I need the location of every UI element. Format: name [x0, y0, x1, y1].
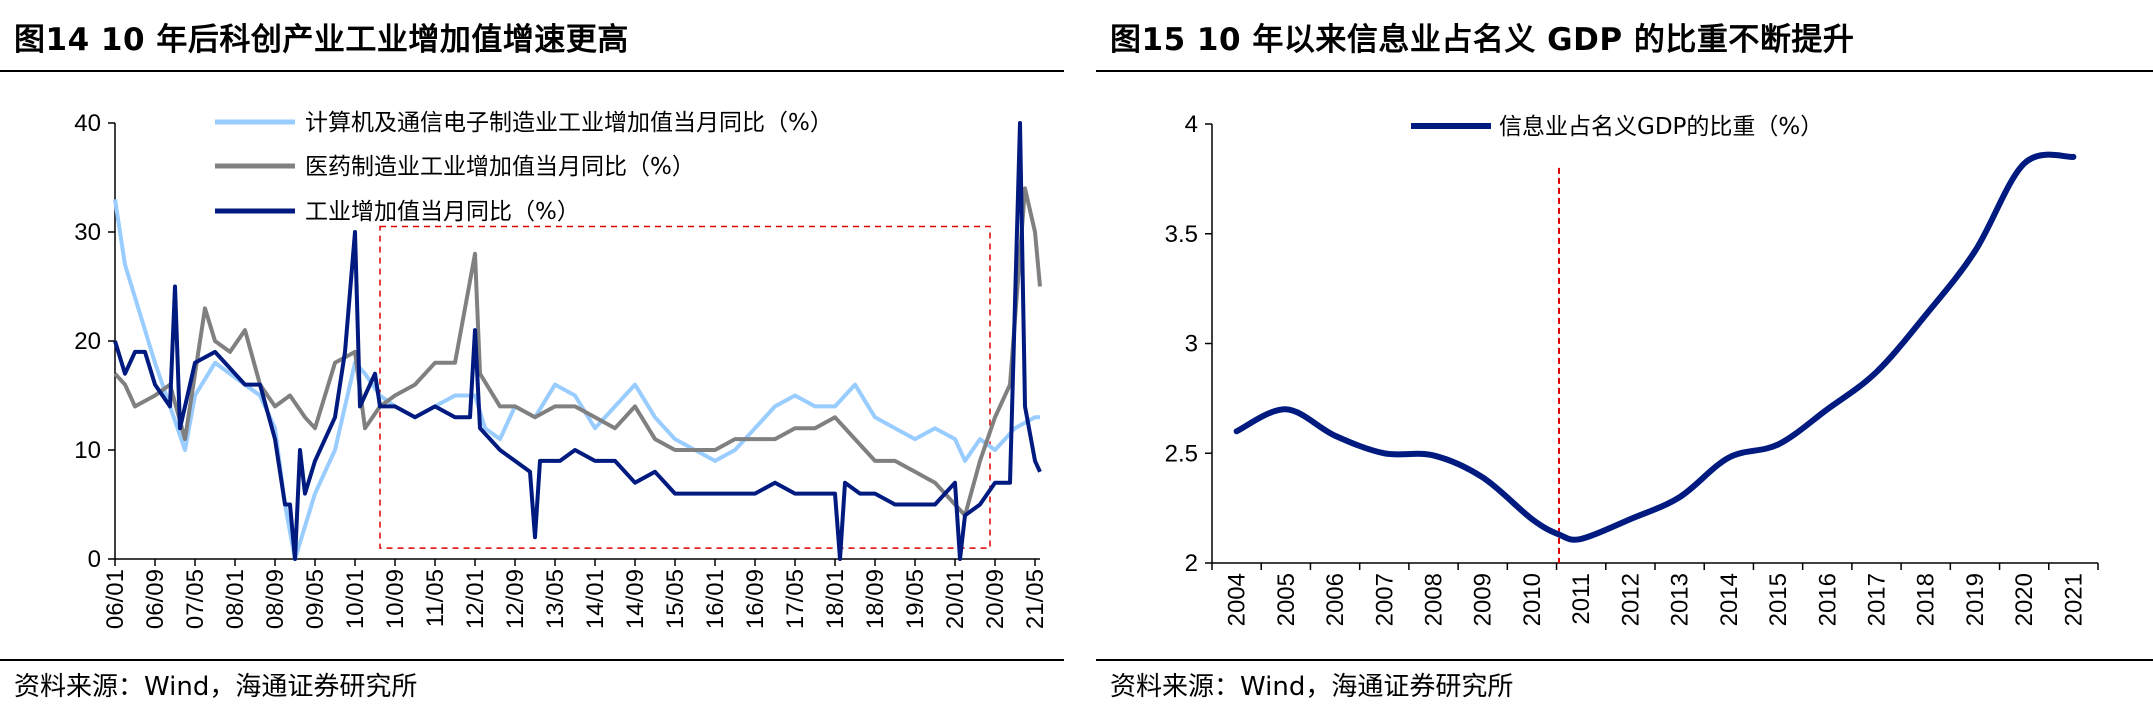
right-x-tick-label: 2016 — [1814, 573, 1841, 626]
left-x-tick-label: 14/01 — [582, 569, 609, 629]
left-x-tick-label: 18/01 — [822, 569, 849, 629]
right-y-tick-label: 4 — [1185, 111, 1198, 138]
left-legend-label: 工业增加值当月同比（%） — [305, 199, 580, 225]
left-source-rule — [0, 659, 1064, 661]
left-x-tick-label: 12/09 — [502, 569, 529, 629]
right-y-tick-label: 3.5 — [1165, 221, 1198, 248]
left-x-tick-label: 06/01 — [102, 569, 129, 629]
right-source-rule — [1096, 659, 2153, 661]
right-x-tick-label: 2013 — [1667, 573, 1694, 626]
left-chart-title: 图14 10 年后科创产业工业增加值增速更高 — [14, 22, 629, 58]
left-x-tick-label: 08/01 — [222, 569, 249, 629]
left-x-tick-label: 20/01 — [942, 569, 969, 629]
left-highlight-box — [379, 225, 991, 549]
left-x-tick-label: 13/05 — [542, 569, 569, 629]
right-x-tick-label: 2004 — [1224, 573, 1251, 626]
left-line-chart: 0 10 20 30 40 06/01 06/09 07/05 08/01 08/09 09/05 1… — [74, 110, 1049, 629]
right-legend-label: 信息业占名义GDP的比重（%） — [1499, 114, 1823, 140]
left-y-tick-label: 0 — [88, 546, 101, 573]
left-y-tick-label: 10 — [74, 437, 101, 464]
left-x-tick-label: 16/01 — [702, 569, 729, 629]
left-x-tick-label: 07/05 — [182, 569, 209, 629]
right-x-tick-label: 2014 — [1716, 573, 1743, 626]
right-x-tick-label: 2018 — [1913, 573, 1940, 626]
right-x-tick-label: 2009 — [1470, 573, 1497, 626]
left-x-tick-label: 18/09 — [862, 569, 889, 629]
right-line-chart: 2 2.5 3 3.5 4 2004 2005 2006 2007 2008 2009 2010 201… — [1165, 111, 2099, 626]
left-series-pharma — [113, 186, 1042, 518]
right-x-tick-label: 2019 — [1962, 573, 1989, 626]
left-x-tick-label: 06/09 — [142, 569, 169, 629]
right-series-info-gdp-share — [1233, 151, 2077, 543]
right-chart-title: 图15 10 年以来信息业占名义 GDP 的比重不断提升 — [1110, 22, 1855, 58]
right-x-tick-label: 2020 — [2011, 573, 2038, 626]
left-x-tick-label: 20/09 — [982, 569, 1009, 629]
left-x-tick-label: 19/05 — [902, 569, 929, 629]
left-x-tick-label: 14/09 — [622, 569, 649, 629]
left-y-tick-label: 20 — [74, 328, 101, 355]
left-x-tick-label: 10/01 — [342, 569, 369, 629]
right-x-tick-label: 2015 — [1765, 573, 1792, 626]
left-x-tick-label: 15/05 — [662, 569, 689, 629]
right-x-tick-label: 2008 — [1421, 573, 1448, 626]
right-y-tick-label: 2.5 — [1165, 440, 1198, 467]
left-chart-panel: 图14 10 年后科创产业工业增加值增速更高 0 10 20 30 40 06/01 06/… — [0, 0, 1064, 715]
right-x-tick-label: 2011 — [1568, 573, 1595, 625]
right-y-tick-label: 3 — [1185, 331, 1198, 358]
left-x-tick-label: 09/05 — [302, 569, 329, 629]
left-title-rule — [0, 70, 1064, 72]
right-x-tick-label: 2012 — [1617, 573, 1644, 626]
right-x-tick-label: 2017 — [1864, 573, 1891, 626]
left-series-industrial — [113, 121, 1042, 561]
right-x-tick-label: 2006 — [1322, 573, 1349, 626]
left-legend-label: 医药制造业工业增加值当月同比（%） — [305, 154, 695, 180]
right-x-tick-label: 2021 — [2060, 573, 2087, 626]
left-x-tick-label: 10/09 — [382, 569, 409, 629]
right-x-tick-label: 2005 — [1273, 573, 1300, 626]
left-x-tick-label: 17/05 — [782, 569, 809, 629]
left-x-tick-label: 21/05 — [1022, 569, 1049, 629]
left-source-note: 资料来源：Wind，海通证券研究所 — [14, 672, 418, 702]
left-x-tick-label: 12/01 — [462, 569, 489, 629]
right-title-rule — [1096, 70, 2153, 72]
right-chart-panel: 图15 10 年以来信息业占名义 GDP 的比重不断提升 2 2.5 3 3.5 4 20… — [1096, 0, 2153, 715]
right-source-note: 资料来源：Wind，海通证券研究所 — [1110, 672, 1514, 702]
right-x-tick-label: 2010 — [1519, 573, 1546, 626]
left-y-tick-label: 40 — [74, 110, 101, 137]
right-y-tick-label: 2 — [1185, 550, 1198, 577]
left-y-tick-label: 30 — [74, 219, 101, 246]
left-x-tick-label: 08/09 — [262, 569, 289, 629]
left-legend-label: 计算机及通信电子制造业工业增加值当月同比（%） — [305, 110, 833, 136]
left-x-tick-label: 11/05 — [422, 569, 449, 627]
right-x-tick-label: 2007 — [1371, 573, 1398, 626]
left-x-tick-label: 16/09 — [742, 569, 769, 629]
